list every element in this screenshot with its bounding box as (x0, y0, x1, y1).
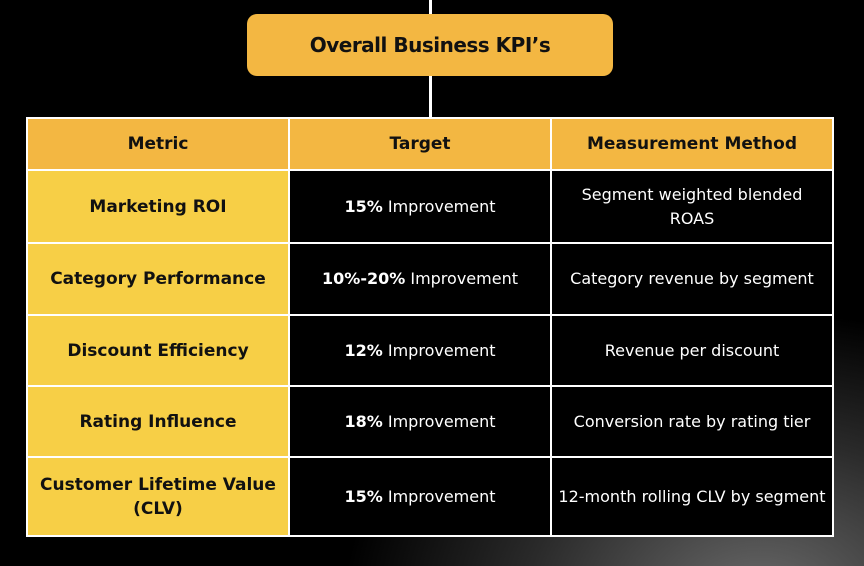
method-cell: Category revenue by segment (552, 244, 832, 314)
target-figure: 12% (344, 340, 383, 360)
title-box: Overall Business KPI’s (247, 14, 613, 76)
target-cell: 15% Improvement (290, 458, 550, 535)
connector (429, 0, 432, 14)
target-cell: 18% Improvement (290, 387, 550, 456)
metric: Marketing ROI (89, 196, 227, 217)
method-cell: Revenue per discount (552, 316, 832, 385)
target-text: Improvement (387, 486, 496, 506)
metric-cell: Discount Efficiency (28, 316, 288, 385)
metric: Rating Influence (79, 411, 237, 432)
target-cell: 12% Improvement (290, 316, 550, 385)
method-cell: Conversion rate by rating tier (552, 387, 832, 456)
table-row: Marketing ROI 15% Improvement Segment weig… (28, 171, 832, 242)
target-text: Improvement (410, 269, 518, 288)
method-cell: 12-month rolling CLV by segment (552, 458, 832, 535)
target-cell: 15% Improvement (290, 171, 550, 242)
target-figure: 18% (344, 411, 383, 431)
metric-cell: Marketing ROI (28, 171, 288, 242)
metric: Category Performance (50, 269, 266, 289)
column-header: Metric (28, 119, 288, 169)
method: Revenue per discount (604, 340, 780, 360)
method: Segment weighted blended ROAS (581, 184, 803, 228)
table-row: Customer Lifetime Value (CLV) 15% Improve… (28, 458, 832, 535)
target-text: Improvement (387, 340, 496, 360)
connector (429, 76, 432, 117)
target-figure: 10%-20% (322, 269, 406, 288)
column-header: Target (290, 119, 550, 169)
table-row: Discount Efficiency 12% Improvement Revenu… (28, 316, 832, 385)
column-header: Measurement Method (552, 119, 832, 169)
target-cell: 10%-20% Improvement (290, 244, 550, 314)
header-row: Metric Target Measurement Method (28, 119, 832, 169)
table-row: Category Performance 10%-20% Improvement C… (28, 244, 832, 314)
metric-cell: Category Performance (28, 244, 288, 314)
metric: Discount Efficiency (67, 340, 249, 361)
metric-cell: Customer Lifetime Value (CLV) (28, 458, 288, 535)
title: Overall Business KPI’s (309, 33, 551, 57)
method: Conversion rate by rating tier (573, 411, 811, 431)
target-figure: 15% (344, 196, 383, 216)
kpi-table: Metric Target Measurement Method Marketing… (26, 117, 834, 537)
method-cell: Segment weighted blended ROAS (552, 171, 832, 242)
target-text: Improvement (387, 411, 496, 431)
table-row: Rating Influence 18% Improvement Conversio… (28, 387, 832, 456)
metric-cell: Rating Influence (28, 387, 288, 456)
method: 12-month rolling CLV by segment (558, 486, 826, 506)
metric: Customer Lifetime Value (CLV) (40, 474, 276, 519)
target-figure: 15% (344, 486, 383, 506)
target-text: Improvement (387, 196, 496, 216)
method: Category revenue by segment (570, 269, 814, 288)
